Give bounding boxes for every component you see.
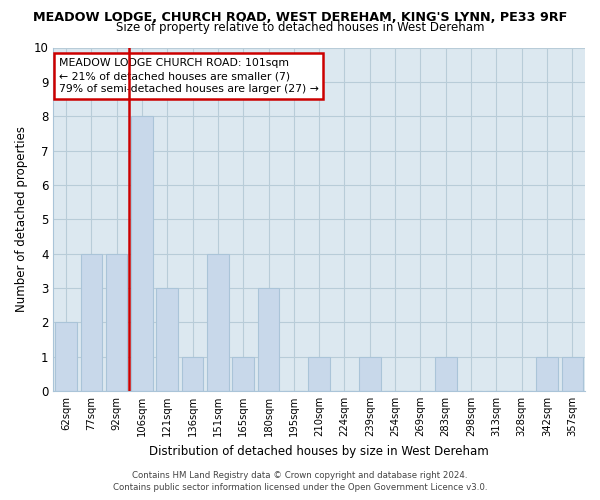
Text: MEADOW LODGE, CHURCH ROAD, WEST DEREHAM, KING'S LYNN, PE33 9RF: MEADOW LODGE, CHURCH ROAD, WEST DEREHAM,… <box>33 11 567 24</box>
Bar <box>80 254 102 391</box>
Bar <box>207 254 229 391</box>
Bar <box>536 356 558 391</box>
Bar <box>562 356 583 391</box>
Bar <box>131 116 152 391</box>
Bar <box>106 254 127 391</box>
Bar <box>359 356 380 391</box>
X-axis label: Distribution of detached houses by size in West Dereham: Distribution of detached houses by size … <box>149 444 489 458</box>
Y-axis label: Number of detached properties: Number of detached properties <box>15 126 28 312</box>
Text: Contains HM Land Registry data © Crown copyright and database right 2024.
Contai: Contains HM Land Registry data © Crown c… <box>113 471 487 492</box>
Bar <box>232 356 254 391</box>
Text: Size of property relative to detached houses in West Dereham: Size of property relative to detached ho… <box>116 21 484 34</box>
Bar <box>308 356 330 391</box>
Bar <box>55 322 77 391</box>
Bar <box>182 356 203 391</box>
Bar <box>258 288 279 391</box>
Bar <box>435 356 457 391</box>
Text: MEADOW LODGE CHURCH ROAD: 101sqm
← 21% of detached houses are smaller (7)
79% of: MEADOW LODGE CHURCH ROAD: 101sqm ← 21% o… <box>59 58 319 94</box>
Bar <box>157 288 178 391</box>
